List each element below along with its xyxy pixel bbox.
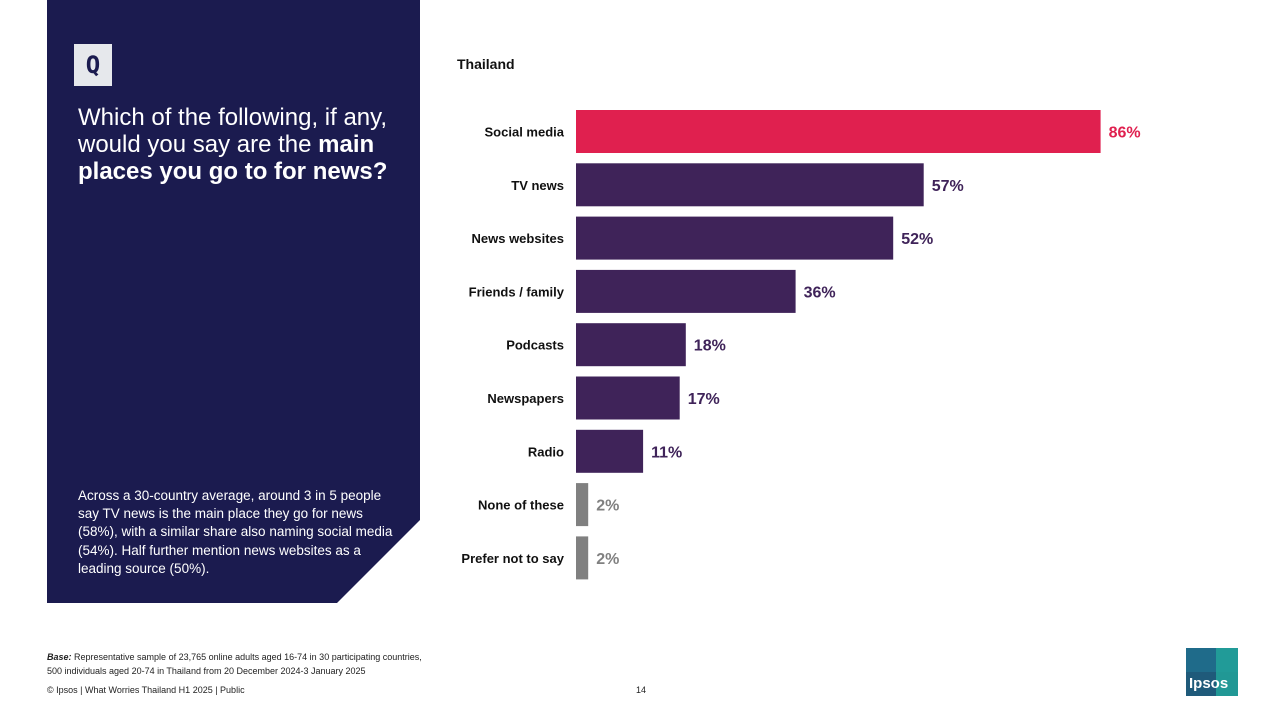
bar — [576, 216, 894, 260]
footer-copyright: © Ipsos | What Worries Thailand H1 2025 … — [47, 685, 245, 695]
data-label: 18% — [694, 338, 726, 355]
category-label: Newspapers — [487, 391, 564, 406]
panel-shape — [47, 0, 420, 603]
data-label: 86% — [1109, 125, 1141, 142]
base-line-2: 500 individuals aged 20-74 in Thailand f… — [47, 666, 366, 676]
base-line-1: Representative sample of 23,765 online a… — [71, 652, 422, 662]
footer-base: Base: Representative sample of 23,765 on… — [47, 650, 422, 678]
category-label: TV news — [511, 178, 564, 193]
page-number: 14 — [636, 685, 647, 695]
logo-accent — [1216, 648, 1238, 696]
data-label: 52% — [901, 231, 933, 248]
question-badge-icon: Q — [74, 44, 112, 86]
category-label: News websites — [472, 231, 565, 246]
data-label: 2% — [596, 498, 619, 515]
bar — [576, 376, 680, 420]
category-label: None of these — [478, 498, 564, 513]
data-label: 11% — [651, 444, 682, 461]
data-label: 57% — [932, 178, 964, 195]
logo-text: Ipsos — [1189, 675, 1229, 692]
question-text: Which of the following, if any, would yo… — [78, 104, 398, 185]
chart-title: Thailand — [457, 56, 515, 72]
bar — [576, 483, 589, 527]
category-label: Podcasts — [506, 338, 564, 353]
category-label: Prefer not to say — [461, 551, 564, 566]
insight-text: Across a 30-country average, around 3 in… — [78, 488, 393, 576]
bar-chart: Social media 86% TV news 57% News websites 52… — [461, 110, 1141, 580]
question-text-bold: main places you go to for news? — [78, 131, 388, 185]
category-label: Social media — [485, 125, 565, 140]
ipsos-logo: Ipsos — [1186, 648, 1238, 696]
base-label: Base: — [47, 652, 72, 662]
bar — [576, 429, 644, 473]
data-label: 17% — [688, 391, 720, 408]
category-label: Friends / family — [469, 284, 565, 299]
data-label: 2% — [596, 551, 619, 568]
bar — [576, 110, 1101, 153]
category-label: Radio — [528, 444, 564, 459]
bar — [576, 323, 686, 367]
data-label: 36% — [804, 284, 836, 301]
question-text-part: Which of the following, if any, would yo… — [78, 104, 388, 158]
panel-background — [47, 0, 420, 603]
bar — [576, 536, 589, 580]
bar — [576, 163, 924, 207]
bar — [576, 269, 796, 313]
left-panel: Q Which of the following, if any, would … — [0, 0, 420, 603]
